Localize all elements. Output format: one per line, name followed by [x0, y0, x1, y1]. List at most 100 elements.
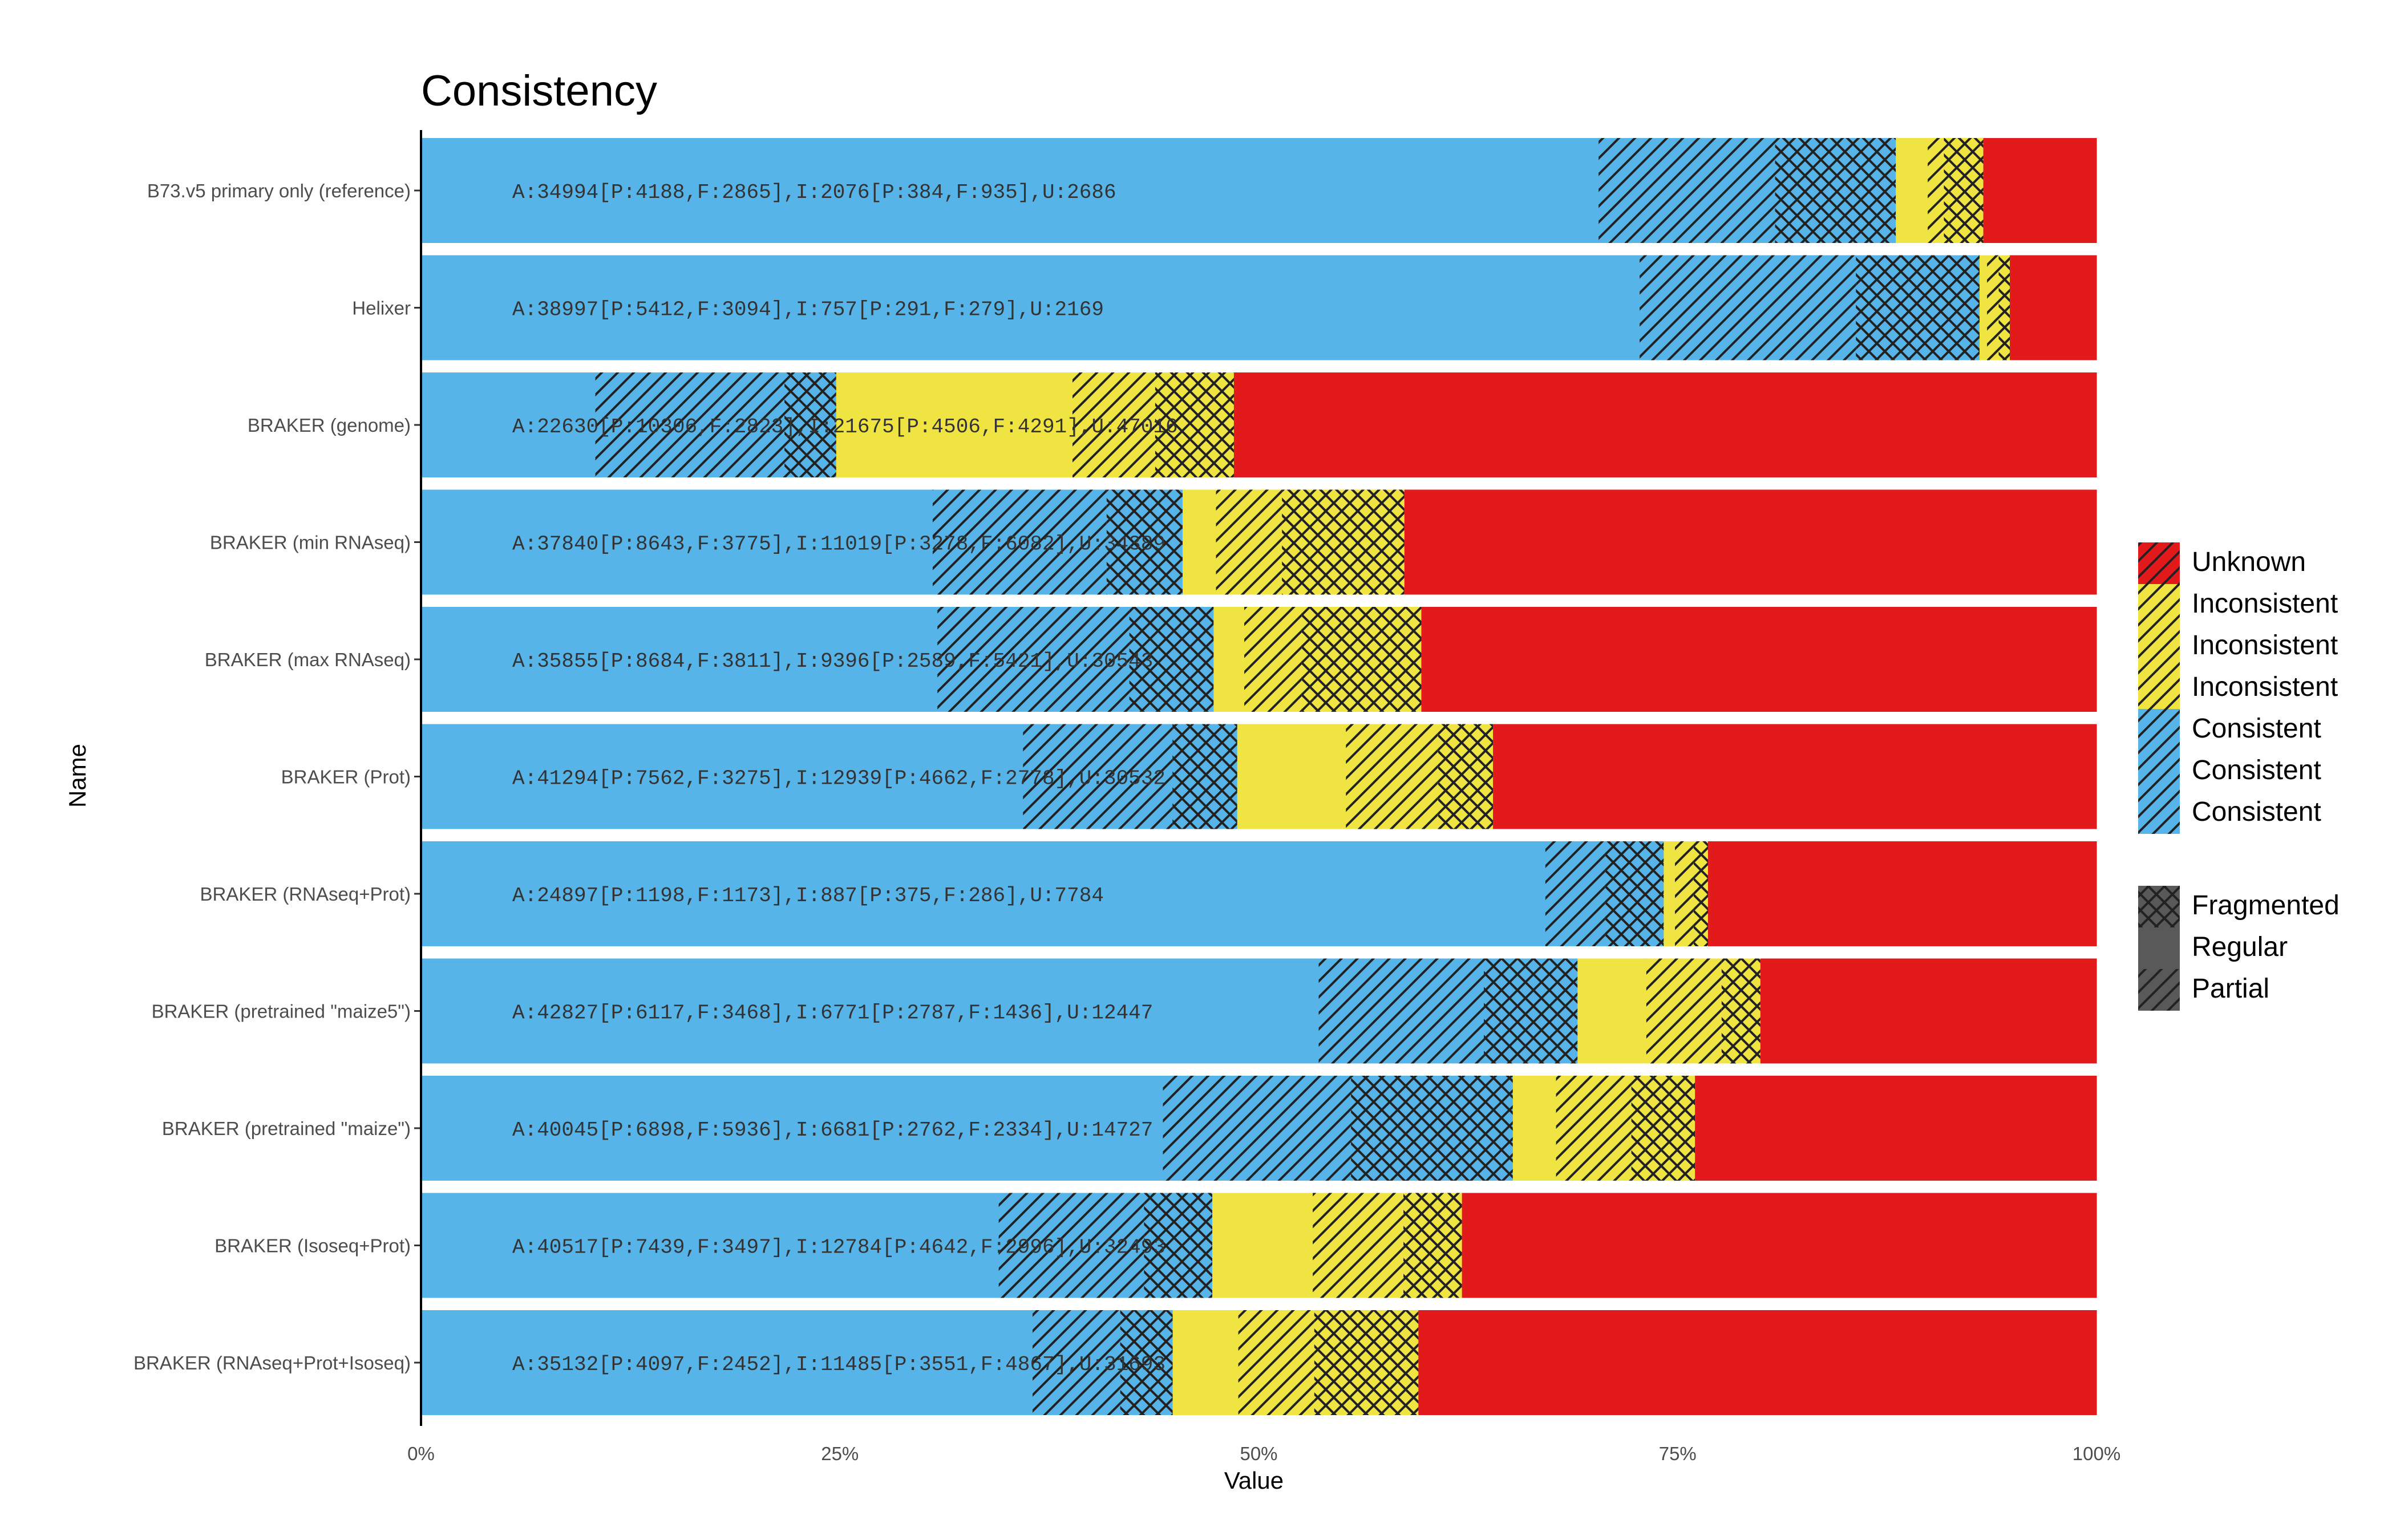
legend-label: Unknown [2192, 547, 2306, 577]
bar-segment-consistent-regular [421, 372, 596, 477]
bar-pattern-inconsistent-partial [1556, 1076, 1632, 1181]
bar-segment-inconsistent-regular [1237, 724, 1346, 829]
bar-pattern-consistent-fragmented [1856, 255, 1980, 360]
bar-segment-unknown [2010, 255, 2097, 360]
bar-pattern-consistent-fragmented [1172, 724, 1237, 829]
legend: Unknown Inconsistent Inconsistent Inconsist… [2138, 542, 2340, 1011]
bar-data-label: A:24897[P:1198,F:1173],I:887[P:375,F:286… [512, 884, 1104, 907]
bar-pattern-consistent-partial [1318, 958, 1484, 1064]
chart-title: Consistency [421, 67, 657, 115]
bar-pattern-consistent-partial [1033, 1310, 1120, 1415]
bar-segment-inconsistent-regular [1213, 607, 1245, 712]
legend-label: Inconsistent [2192, 672, 2338, 702]
x-tick-label: 75% [1659, 1443, 1697, 1464]
legend-label: Regular [2192, 932, 2288, 962]
legend-key-pattern [2138, 751, 2180, 792]
bar-pattern-consistent-fragmented [784, 372, 836, 477]
bar-segment-inconsistent-regular [836, 372, 1073, 477]
bar-data-label: A:42827[P:6117,F:3468],I:6771[P:2787,F:1… [512, 1002, 1153, 1025]
bar-segment-consistent-regular [421, 489, 933, 595]
bar-segment-consistent-regular [421, 1076, 1164, 1181]
x-axis-label: Value [1224, 1467, 1284, 1494]
bar-data-label: A:37840[P:8643,F:3775],I:11019[P:3278,F:… [512, 533, 1165, 556]
legend-label: Consistent [2192, 714, 2321, 744]
y-tick-label: BRAKER (max RNAseq) [205, 649, 411, 670]
bar-pattern-consistent-partial [1023, 724, 1173, 829]
bar-pattern-inconsistent-fragmented [1944, 138, 1984, 243]
bar-pattern-consistent-partial [937, 607, 1130, 712]
bar-pattern-inconsistent-fragmented [1155, 372, 1234, 477]
bar-pattern-consistent-fragmented [1106, 489, 1183, 595]
bar-segment-consistent-regular [421, 255, 1640, 360]
bar-pattern-inconsistent-partial [1646, 958, 1722, 1064]
bar-data-label: A:40517[P:7439,F:3497],I:12784[P:4642,F:… [512, 1236, 1165, 1259]
bar-pattern-inconsistent-partial [1675, 841, 1694, 946]
bar-pattern-inconsistent-fragmented [1693, 841, 1708, 946]
bar-segment-unknown [1421, 607, 2097, 712]
bar-segment-inconsistent-regular [1183, 489, 1217, 595]
bar-pattern-inconsistent-partial [1313, 1193, 1404, 1298]
bar-segment-inconsistent-regular [1896, 138, 1928, 243]
bar-pattern-consistent-partial [932, 489, 1107, 595]
legend-label: Consistent [2192, 755, 2321, 785]
bar-pattern-consistent-fragmented [1775, 138, 1896, 243]
y-tick-labels: B73.v5 primary only (reference) Helixer BR… [133, 180, 421, 1373]
bar-data-label: A:35132[P:4097,F:2452],I:11485[P:3551,F:… [512, 1353, 1165, 1376]
legend-key-pattern [2138, 792, 2180, 834]
bar-pattern-inconsistent-partial [1238, 1310, 1314, 1415]
bar-pattern-inconsistent-partial [1244, 607, 1302, 712]
y-tick-label: BRAKER (genome) [248, 415, 411, 436]
bar-segment-unknown [1462, 1193, 2097, 1298]
bar-pattern-consistent-partial [1640, 255, 1856, 360]
bar-data-label: A:22630[P:10306,F:2823],I:21675[P:4506,F… [512, 415, 1178, 439]
y-tick-label: BRAKER (Prot) [281, 767, 411, 788]
legend-key-pattern [2138, 542, 2180, 584]
bar-pattern-inconsistent-partial [1216, 489, 1282, 595]
bar-pattern-inconsistent-partial [1928, 138, 1944, 243]
bar-pattern-consistent-fragmented [1129, 607, 1214, 712]
bar-pattern-inconsistent-fragmented [1631, 1076, 1695, 1181]
x-tick-label: 100% [2073, 1443, 2120, 1464]
legend-key-pattern [2138, 667, 2180, 709]
legend-label: Consistent [2192, 797, 2321, 827]
bar-segment-unknown [1233, 372, 2097, 477]
legend-label: Inconsistent [2192, 630, 2338, 660]
bar-pattern-consistent-fragmented [1351, 1076, 1513, 1181]
legend-key-pattern [2138, 626, 2180, 667]
bar-segment-consistent-regular [421, 1193, 999, 1298]
bar-segment-consistent-regular [421, 1310, 1033, 1415]
bar-segment-inconsistent-regular [1172, 1310, 1239, 1415]
legend-key-regular [2138, 927, 2180, 969]
legend-key-pattern [2138, 584, 2180, 626]
y-tick-label: BRAKER (pretrained "maize") [162, 1118, 411, 1139]
bar-data-label: A:40045[P:6898,F:5936],I:6681[P:2762,F:2… [512, 1118, 1153, 1142]
bar-segment-inconsistent-regular [1577, 958, 1647, 1064]
y-tick-label: BRAKER (pretrained "maize5") [152, 1001, 411, 1022]
bar-pattern-consistent-partial [1163, 1076, 1351, 1181]
bar-segment-unknown [1707, 841, 2097, 946]
bar-pattern-inconsistent-partial [1987, 255, 1999, 360]
bar-labels-group: A:34994[P:4188,F:2865],I:2076[P:384,F:93… [512, 181, 1178, 1376]
bar-segment-unknown [1404, 489, 2097, 595]
bar-data-label: A:38997[P:5412,F:3094],I:757[P:291,F:279… [512, 298, 1104, 322]
y-tick-label: BRAKER (RNAseq+Prot+Isoseq) [133, 1352, 411, 1373]
bar-data-label: A:34994[P:4188,F:2865],I:2076[P:384,F:93… [512, 181, 1116, 204]
bar-segment-consistent-regular [421, 724, 1023, 829]
legend-key-pattern [2138, 886, 2180, 927]
legend-key-pattern [2138, 709, 2180, 751]
bar-data-label: A:35855[P:8684,F:3811],I:9396[P:2589,F:5… [512, 650, 1153, 673]
bar-segment-inconsistent-regular [1664, 841, 1675, 946]
x-tick-label: 50% [1240, 1443, 1277, 1464]
y-tick-label: BRAKER (min RNAseq) [210, 532, 411, 553]
bar-pattern-inconsistent-fragmented [1438, 724, 1494, 829]
bar-segment-inconsistent-regular [1512, 1076, 1557, 1181]
y-tick-label: BRAKER (Isoseq+Prot) [214, 1235, 411, 1257]
bar-segment-inconsistent-regular [1980, 255, 1988, 360]
bar-pattern-inconsistent-partial [1072, 372, 1155, 477]
y-tick-label: BRAKER (RNAseq+Prot) [200, 884, 411, 905]
x-tick-label: 0% [407, 1443, 435, 1464]
y-tick-label: Helixer [352, 298, 411, 319]
legend-key-pattern [2138, 969, 2180, 1011]
bar-segment-unknown [1418, 1310, 2097, 1415]
y-tick-label: B73.v5 primary only (reference) [147, 180, 411, 201]
